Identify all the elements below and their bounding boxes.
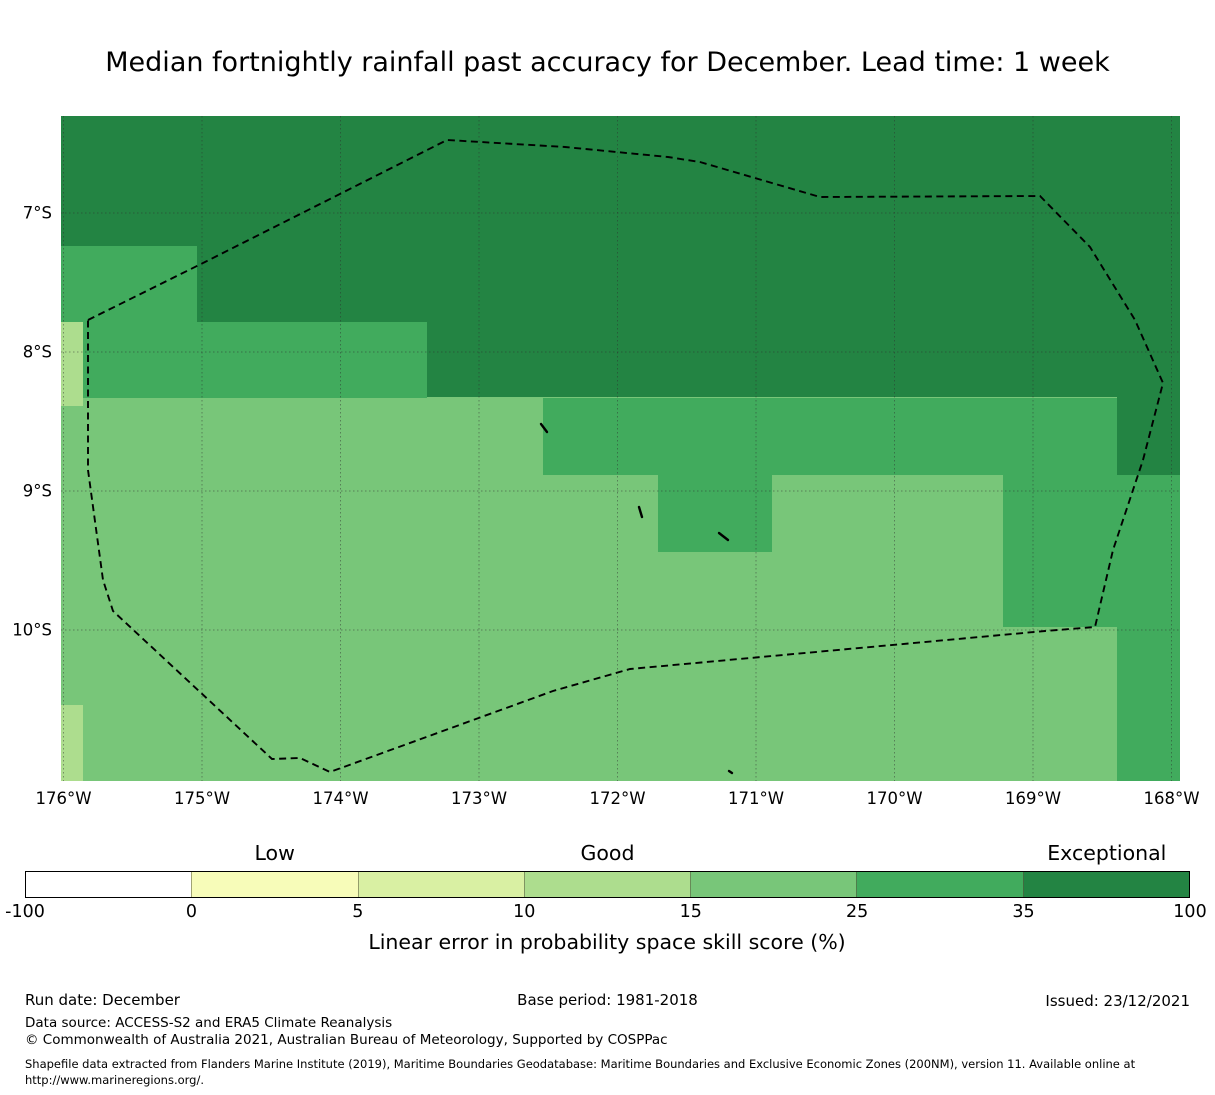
colorbar — [25, 871, 1190, 898]
data-source-label: Data source: ACCESS-S2 and ERA5 Climate … — [25, 1015, 393, 1031]
colorbar-segment — [191, 872, 358, 897]
x-tick-label: 173°W — [450, 789, 508, 808]
colorbar-segment — [523, 872, 691, 897]
colorbar-tick-label: 25 — [846, 902, 869, 922]
colorbar-segment — [26, 872, 192, 897]
chart-title: Median fortnightly rainfall past accurac… — [105, 47, 1110, 78]
y-tick-label: 9°S — [22, 481, 52, 501]
island-mark — [727, 769, 734, 775]
eez-boundary-dashed — [87, 139, 1165, 774]
colorbar-tick-label: 15 — [679, 902, 702, 922]
colorbar-segment — [1022, 872, 1189, 897]
colorbar-tick-label: 0 — [185, 902, 197, 922]
shapefile-attribution-url: http://www.marineregions.org/. — [25, 1073, 204, 1087]
colorbar-category-exceptional: Exceptional — [1047, 841, 1167, 865]
skill-region-dark — [197, 116, 427, 322]
x-tick-label: 174°W — [312, 789, 369, 808]
skill-region-mid — [61, 246, 197, 322]
x-tick-label: 169°W — [1004, 789, 1062, 808]
colorbar-tick-label: 5 — [352, 902, 364, 922]
x-tick-label: 176°W — [35, 789, 92, 808]
x-tick-label: 168°W — [1143, 789, 1200, 808]
run-date-label: Run date: December — [25, 991, 180, 1009]
x-tick-label: 172°W — [589, 789, 646, 808]
colorbar-segment — [357, 872, 524, 897]
skill-region-mid — [658, 475, 772, 552]
colorbar-tick-label: -100 — [5, 902, 45, 922]
y-tick-label: 10°S — [12, 620, 52, 640]
skill-region-pale — [61, 705, 83, 781]
colorbar-category-good: Good — [580, 841, 635, 865]
y-tick-label: 8°S — [22, 342, 52, 362]
colorbar-category-low: Low — [254, 841, 295, 865]
skill-region-mid — [1117, 475, 1180, 781]
base-period-label: Base period: 1981-2018 — [517, 991, 698, 1009]
skill-region-pale — [61, 322, 83, 406]
x-tick-label: 171°W — [727, 789, 785, 808]
colorbar-segment — [856, 872, 1023, 897]
y-tick-label: 7°S — [22, 203, 52, 223]
skill-region-dark — [61, 116, 197, 246]
x-tick-label: 175°W — [173, 789, 231, 808]
colorbar-segment — [690, 872, 857, 897]
colorbar-tick-label: 35 — [1012, 902, 1035, 922]
map-plot-area — [61, 116, 1180, 781]
x-tick-label: 170°W — [866, 789, 923, 808]
map-overlay — [61, 116, 1180, 781]
colorbar-axis-label: Linear error in probability space skill … — [368, 930, 846, 954]
skill-region-mid — [543, 398, 1117, 475]
skill-region-mid — [83, 322, 427, 398]
copyright-label: © Commonwealth of Australia 2021, Austra… — [25, 1032, 668, 1048]
island-mark — [717, 531, 730, 542]
skill-region-dark — [427, 116, 1180, 397]
colorbar-tick-label: 100 — [1173, 902, 1207, 922]
skill-region-mid — [1003, 475, 1117, 627]
shapefile-attribution-line1: Shapefile data extracted from Flanders M… — [25, 1057, 1136, 1071]
island-mark — [637, 505, 644, 519]
island-mark — [539, 422, 549, 434]
colorbar-tick-label: 10 — [513, 902, 536, 922]
issued-date-label: Issued: 23/12/2021 — [1045, 992, 1190, 1010]
